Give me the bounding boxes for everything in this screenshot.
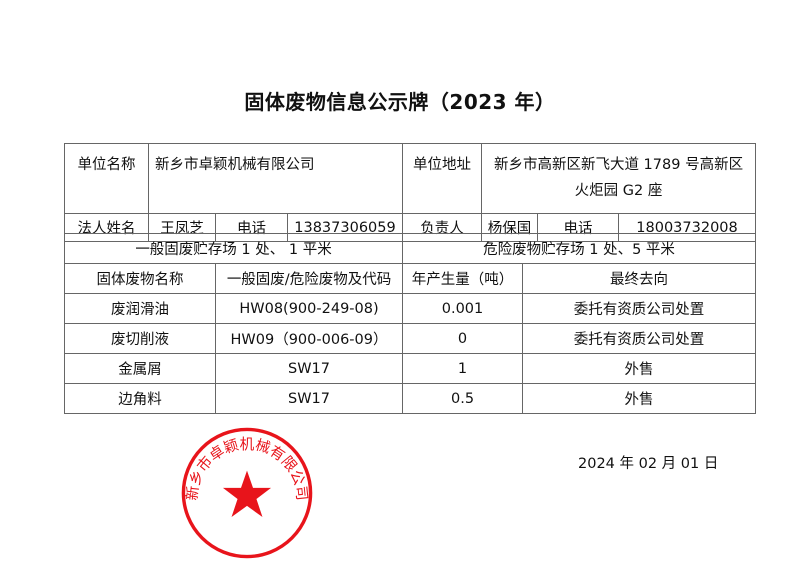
- seal-ring: [181, 427, 313, 559]
- table-row: 金属屑 SW17 1 外售: [64, 353, 757, 384]
- annual-amount: 0.001: [402, 293, 524, 324]
- annual-amount: 1: [402, 353, 524, 384]
- destination: 外售: [522, 353, 757, 384]
- address: 新乡市高新区新飞大道 1789 号高新区火炬园 G2 座: [480, 143, 757, 214]
- table-row: 边角料 SW17 0.5 外售: [64, 383, 757, 414]
- annual-amount: 0: [402, 323, 524, 354]
- waste-name: 废切削液: [64, 323, 216, 354]
- unit-name: 新乡市卓颖机械有限公司: [148, 143, 403, 214]
- waste-name: 边角料: [64, 383, 216, 414]
- waste-name: 废润滑油: [64, 293, 216, 324]
- table-header-row: 固体废物名称 一般固废/危险废物及代码 年产生量（吨） 最终去向: [64, 263, 757, 294]
- unit-name-label: 单位名称: [64, 143, 149, 214]
- star-icon: [222, 470, 272, 518]
- page-title: 固体废物信息公示牌（2023 年）: [244, 90, 556, 114]
- waste-code: HW09（900-006-09）: [214, 323, 404, 354]
- destination: 委托有资质公司处置: [522, 323, 757, 354]
- waste-table: 一般固废贮存场 1 处、 1 平米 危险废物贮存场 1 处、5 平米 固体废物名…: [63, 233, 757, 414]
- waste-code: SW17: [214, 383, 404, 414]
- seal-lettering: 新乡市卓颖机械有限公司: [184, 436, 310, 501]
- waste-code: HW08(900-249-08): [214, 293, 404, 324]
- column-header: 一般固废/危险废物及代码: [214, 263, 404, 294]
- table-row: 废润滑油 HW08(900-249-08) 0.001 委托有资质公司处置: [64, 293, 757, 324]
- company-seal-stamp: 新乡市卓颖机械有限公司: [181, 427, 313, 559]
- waste-code: SW17: [214, 353, 404, 384]
- company-info-table: 单位名称 新乡市卓颖机械有限公司 单位地址 新乡市高新区新飞大道 1789 号高…: [64, 143, 757, 242]
- table-row: 废切削液 HW09（900-006-09） 0 委托有资质公司处置: [64, 323, 757, 354]
- destination: 委托有资质公司处置: [522, 293, 757, 324]
- column-header: 年产生量（吨）: [402, 263, 524, 294]
- address-label: 单位地址: [402, 143, 482, 214]
- column-header: 固体废物名称: [64, 263, 216, 294]
- destination: 外售: [522, 383, 757, 414]
- hazardous-storage: 危险废物贮存场 1 处、5 平米: [402, 233, 757, 264]
- general-storage: 一般固废贮存场 1 处、 1 平米: [63, 233, 404, 264]
- date: 2024 年 02 月 01 日: [578, 456, 719, 472]
- waste-name: 金属屑: [64, 353, 216, 384]
- annual-amount: 0.5: [402, 383, 524, 414]
- column-header: 最终去向: [522, 263, 757, 294]
